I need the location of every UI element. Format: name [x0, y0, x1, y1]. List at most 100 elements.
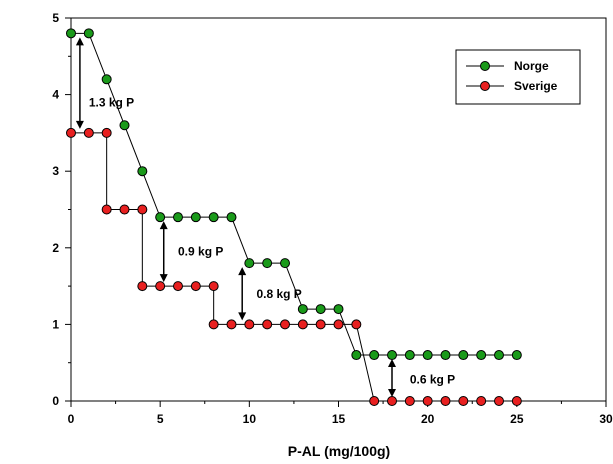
arrow-head: [388, 359, 396, 368]
point-norge: [458, 350, 469, 361]
x-tick-label: 0: [68, 412, 75, 426]
legend-item-norge: Norge: [466, 59, 549, 73]
y-tick-label: 4: [52, 88, 59, 102]
point-sverige: [83, 127, 94, 138]
point-sverige: [280, 319, 290, 330]
point-sverige: [458, 396, 469, 406]
arrow-head: [238, 312, 247, 321]
point-sverige: [208, 281, 219, 292]
series-line-norge: [71, 32, 517, 356]
y-tick-label: 2: [52, 241, 59, 255]
legend-label: Sverige: [514, 79, 558, 93]
annotation-arrow: [238, 267, 247, 321]
legend-marker: [480, 81, 490, 91]
point-sverige: [476, 396, 487, 406]
point-norge: [137, 166, 148, 177]
point-norge: [369, 350, 380, 361]
point-sverige: [226, 319, 237, 330]
arrow-head: [159, 221, 168, 230]
legend-box: [455, 49, 581, 105]
point-norge: [280, 258, 290, 269]
x-axis-title: P-AL (mg/100g): [288, 443, 390, 459]
y-tick-label: 5: [52, 11, 59, 25]
point-norge: [511, 350, 522, 361]
point-norge: [155, 212, 166, 223]
annotation-label: 0.6 kg P: [410, 373, 455, 387]
point-sverige: [137, 204, 148, 215]
point-norge: [422, 350, 433, 361]
point-sverige: [173, 281, 183, 292]
point-norge: [101, 74, 112, 85]
x-tick-label: 20: [421, 412, 435, 426]
annotations: 1.3 kg P 0.9 kg P 0.8 kg P 0.6 kg P: [75, 37, 455, 397]
point-sverige: [155, 281, 166, 292]
point-sverige: [351, 319, 362, 330]
arrow-head: [75, 120, 84, 129]
annotation-arrow: [159, 221, 168, 283]
point-norge: [333, 304, 344, 315]
legend-marker: [480, 61, 490, 71]
point-norge: [404, 350, 415, 361]
point-sverige: [511, 396, 522, 406]
point-sverige: [137, 281, 148, 292]
annotation-arrow: [75, 37, 84, 129]
arrow-head: [238, 267, 247, 276]
point-sverige: [244, 319, 255, 330]
point-sverige: [315, 319, 326, 330]
point-sverige: [387, 396, 397, 406]
point-norge: [119, 120, 130, 131]
point-sverige: [101, 127, 112, 138]
point-norge: [476, 350, 487, 361]
point-norge: [315, 304, 326, 315]
point-sverige: [333, 319, 344, 330]
point-sverige: [101, 204, 112, 215]
x-tick-label: 30: [599, 412, 613, 426]
point-sverige: [440, 396, 451, 406]
y-axis: 0 1 2 3 4 5: [52, 11, 71, 408]
annotation-arrow: [388, 359, 396, 397]
x-axis: 0 5 10 15 20 25 30: [68, 401, 613, 426]
point-norge: [351, 350, 362, 361]
series-lines: [71, 32, 517, 402]
arrow-head: [75, 37, 84, 46]
point-norge: [190, 212, 201, 223]
point-norge: [173, 212, 183, 223]
point-norge: [262, 258, 273, 269]
point-sverige: [208, 319, 219, 330]
point-sverige: [262, 319, 273, 330]
arrow-head: [159, 274, 168, 283]
point-sverige: [297, 319, 308, 330]
x-tick-label: 15: [332, 412, 346, 426]
point-sverige: [369, 396, 380, 406]
point-norge: [208, 212, 219, 223]
point-norge: [244, 258, 255, 269]
x-tick-label: 25: [510, 412, 524, 426]
legend-label: Norge: [514, 59, 549, 73]
point-sverige: [404, 396, 415, 406]
point-norge: [66, 28, 76, 39]
point-sverige: [494, 396, 504, 406]
point-norge: [387, 350, 397, 361]
annotation-label: 0.9 kg P: [178, 245, 223, 259]
y-tick-label: 0: [52, 394, 59, 408]
point-norge: [494, 350, 504, 361]
x-tick-label: 10: [243, 412, 257, 426]
series-markers: [66, 28, 522, 406]
point-sverige: [190, 281, 201, 292]
x-tick-label: 5: [157, 412, 164, 426]
annotation-label: 0.8 kg P: [256, 287, 301, 301]
point-norge: [440, 350, 451, 361]
legend: Norge Sverige: [455, 49, 581, 105]
y-tick-label: 3: [52, 164, 59, 178]
arrow-head: [388, 389, 396, 397]
point-sverige: [422, 396, 433, 406]
annotation-label: 1.3 kg P: [89, 95, 134, 109]
point-sverige: [66, 127, 76, 138]
legend-item-sverige: Sverige: [466, 79, 558, 93]
point-norge: [83, 28, 94, 39]
point-norge: [297, 304, 308, 315]
y-tick-label: 1: [52, 317, 59, 331]
point-norge: [226, 212, 237, 223]
point-sverige: [119, 204, 130, 215]
